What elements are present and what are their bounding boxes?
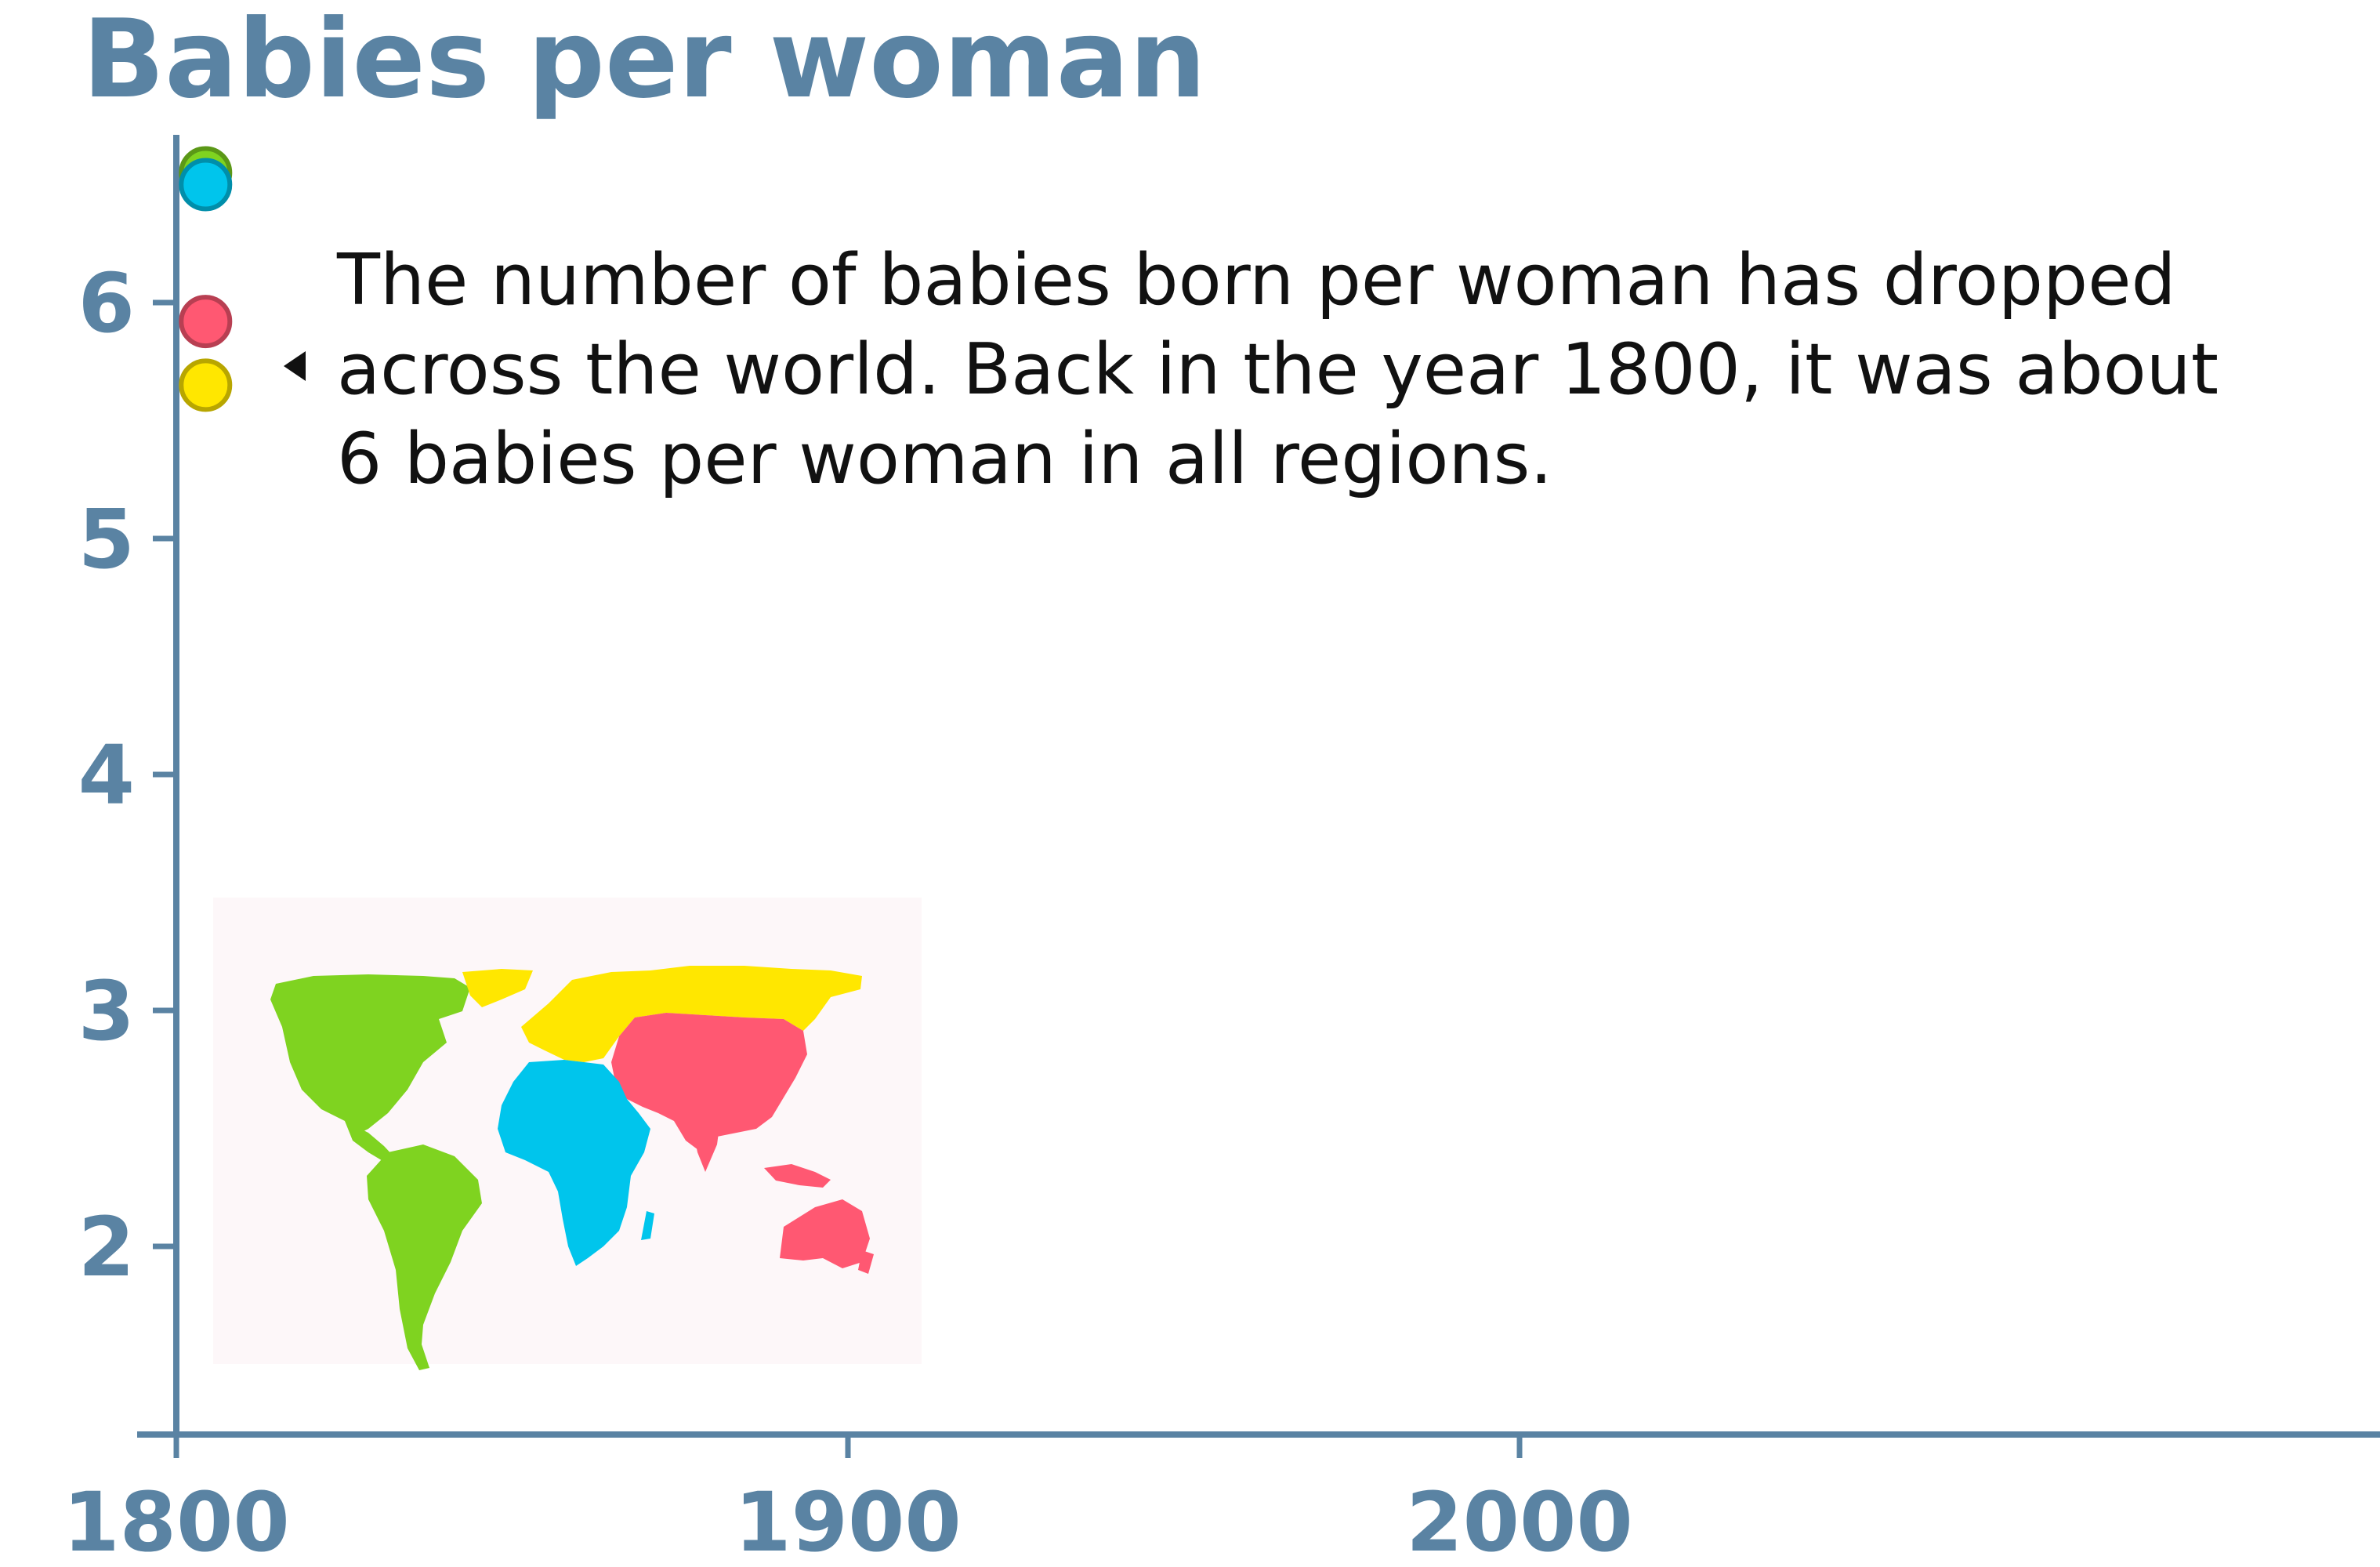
annotation-line-2: across the world. Back in the year 1800,… bbox=[337, 328, 2219, 411]
data-point-asia[interactable] bbox=[179, 295, 233, 349]
y-tick-label: 2 bbox=[78, 1199, 135, 1295]
x-tick-label: 2000 bbox=[1406, 1475, 1632, 1567]
map-region-asia-nz bbox=[858, 1250, 874, 1274]
map-region-asia-oceania bbox=[780, 1199, 870, 1268]
map-region-europe-arctic bbox=[462, 969, 533, 1007]
y-tick-label: 5 bbox=[78, 492, 135, 587]
y-axis-ticks: 2 3 4 5 6 bbox=[78, 256, 176, 1295]
chart-title: Babies per woman bbox=[82, 0, 1206, 122]
annotation-line-3: 6 babies per woman in all regions. bbox=[337, 418, 1552, 500]
data-point-europe[interactable] bbox=[179, 358, 233, 412]
y-tick-label: 3 bbox=[78, 963, 135, 1059]
world-map-legend bbox=[213, 898, 922, 1370]
annotation-pointer-icon bbox=[284, 351, 306, 381]
map-region-asia-islands bbox=[764, 1164, 831, 1188]
map-region-americas-south bbox=[367, 1144, 482, 1370]
map-region-americas-central bbox=[345, 1121, 396, 1164]
map-region-europe bbox=[521, 966, 862, 1062]
y-tick-label: 6 bbox=[78, 256, 135, 351]
x-tick-label: 1800 bbox=[63, 1475, 289, 1567]
annotation: The number of babies born per woman has … bbox=[284, 239, 2219, 500]
map-region-africa-madagascar bbox=[641, 1211, 654, 1240]
x-tick-label: 1900 bbox=[734, 1475, 961, 1567]
data-points bbox=[179, 146, 233, 412]
map-region-asia-india bbox=[690, 1113, 721, 1172]
map-region-africa bbox=[498, 1060, 650, 1266]
x-axis-ticks: 1800 1900 2000 bbox=[63, 1435, 1633, 1567]
map-region-asia bbox=[611, 1013, 807, 1152]
y-tick-label: 4 bbox=[78, 727, 135, 823]
map-region-americas-north bbox=[270, 974, 470, 1137]
annotation-line-1: The number of babies born per woman has … bbox=[336, 239, 2176, 321]
data-point-africa[interactable] bbox=[179, 158, 233, 212]
